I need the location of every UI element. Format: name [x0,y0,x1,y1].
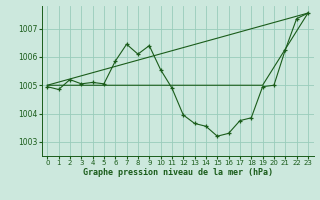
X-axis label: Graphe pression niveau de la mer (hPa): Graphe pression niveau de la mer (hPa) [83,168,273,177]
